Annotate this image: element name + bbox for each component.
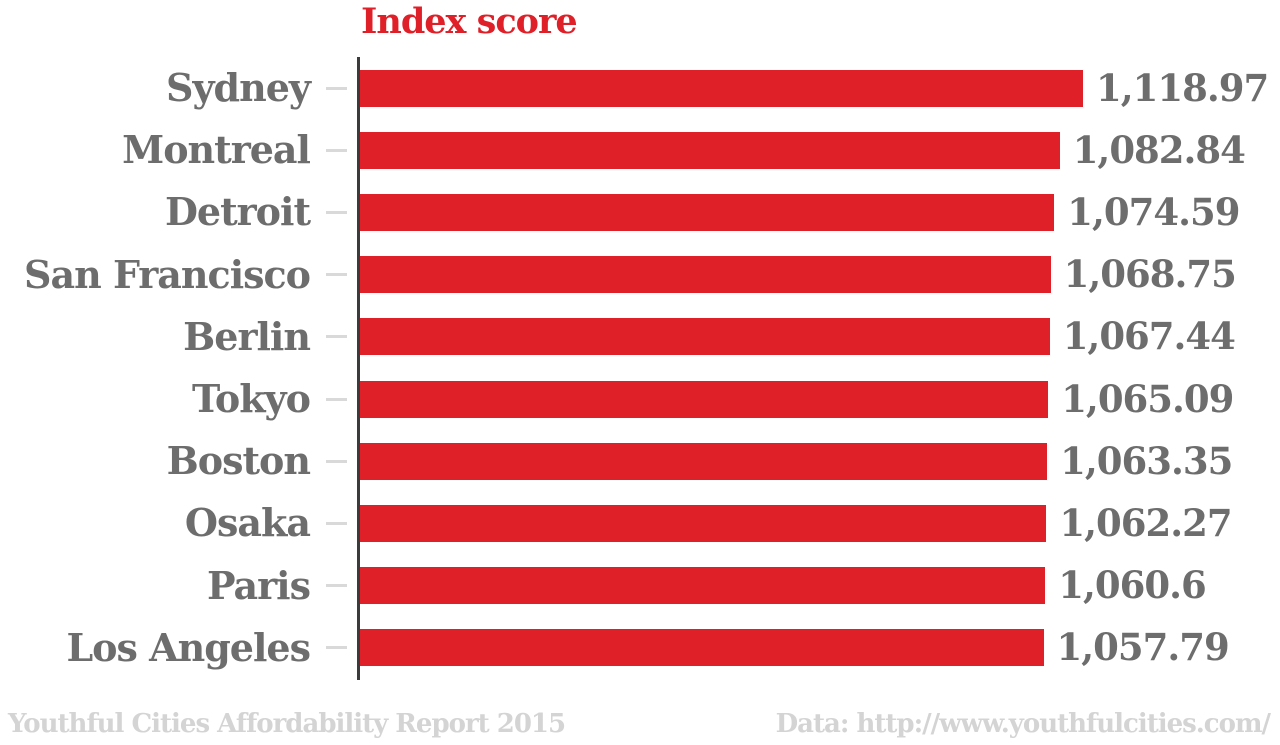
category-label: Detroit (164, 189, 311, 235)
bar (360, 131, 1060, 169)
category-label: Boston (166, 438, 311, 484)
value-label: 1,074.59 (1067, 189, 1240, 234)
bar (360, 504, 1047, 542)
bar (360, 193, 1055, 231)
bar-rows: Sydney 1,118.97 Montreal 1,082.84 Detroit 1,0… (0, 57, 1280, 679)
tick-mark-icon (326, 210, 347, 214)
value-label: 1,057.79 (1056, 625, 1230, 670)
bar (360, 318, 1050, 356)
bar (360, 629, 1044, 667)
tick-mark-icon (326, 148, 347, 152)
value-label: 1,065.09 (1061, 376, 1234, 421)
value-label: 1,062.27 (1059, 500, 1232, 545)
tick-mark-icon (326, 273, 347, 277)
category-label: San Francisco (24, 251, 311, 297)
chart-row: Sydney 1,118.97 (0, 57, 1280, 119)
bar (360, 69, 1083, 107)
chart-row: Montreal 1,082.84 (0, 119, 1280, 181)
chart-row: Osaka 1,062.27 (0, 492, 1280, 554)
chart-row: Tokyo 1,065.09 (0, 368, 1280, 430)
bar (360, 567, 1046, 605)
category-label: Osaka (184, 500, 311, 546)
chart-row: San Francisco 1,068.75 (0, 244, 1280, 306)
value-label: 1,068.75 (1063, 252, 1237, 297)
chart-row: Boston 1,063.35 (0, 430, 1280, 492)
chart-row: Los Angeles 1,057.79 (0, 617, 1280, 679)
footer-data-source: Data: http://www.youthfulcities.com/ (775, 709, 1271, 739)
value-label: 1,082.84 (1072, 127, 1246, 172)
category-label: Montreal (122, 127, 311, 173)
footer: Youthful Cities Affordability Report 201… (8, 709, 1271, 739)
tick-mark-icon (326, 584, 347, 588)
bar (360, 442, 1048, 480)
y-axis-line (357, 57, 360, 680)
value-label: 1,067.44 (1062, 314, 1236, 359)
category-label: Los Angeles (66, 624, 311, 670)
tick-mark-icon (326, 335, 347, 339)
value-label: 1,118.97 (1096, 65, 1269, 110)
tick-mark-icon (326, 646, 347, 650)
category-label: Tokyo (191, 376, 311, 422)
tick-mark-icon (326, 521, 347, 525)
category-label: Paris (206, 562, 311, 608)
category-label: Sydney (166, 65, 311, 111)
chart-row: Berlin 1,067.44 (0, 306, 1280, 368)
chart-row: Detroit 1,074.59 (0, 181, 1280, 243)
footer-report-credit: Youthful Cities Affordability Report 201… (8, 709, 566, 739)
value-label: 1,060.6 (1058, 563, 1206, 608)
tick-mark-icon (326, 459, 347, 463)
value-label: 1,063.35 (1060, 438, 1233, 483)
category-label: Berlin (183, 313, 311, 359)
tick-mark-icon (326, 397, 347, 401)
bar (360, 256, 1051, 294)
chart-row: Paris 1,060.6 (0, 555, 1280, 617)
bar (360, 380, 1049, 418)
chart-title: Index score (361, 1, 578, 42)
tick-mark-icon (326, 86, 347, 90)
